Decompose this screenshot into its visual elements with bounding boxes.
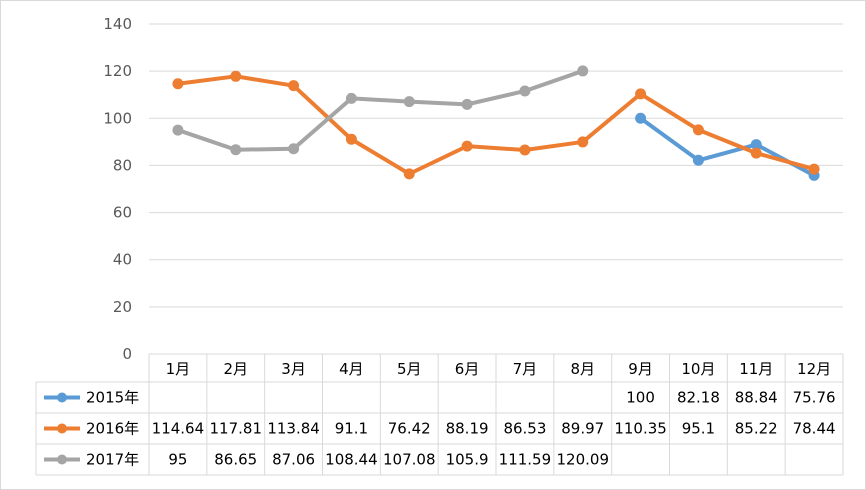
- data-point: [403, 168, 415, 180]
- x-tick-label: 4月: [339, 360, 364, 378]
- x-tick-label: 2月: [223, 360, 248, 378]
- data-point: [577, 136, 589, 148]
- data-table-value: 78.44: [793, 420, 836, 438]
- y-tick-label: 80: [113, 156, 132, 174]
- y-tick-label: 100: [103, 109, 132, 127]
- x-tick-label: 6月: [455, 360, 480, 378]
- data-table-value: 87.06: [272, 451, 315, 469]
- data-table-value: 120.09: [557, 451, 610, 469]
- data-table-value: 75.76: [793, 389, 836, 407]
- data-table-value: 86.65: [214, 451, 257, 469]
- data-table-value: 111.59: [499, 451, 552, 469]
- data-point: [288, 80, 300, 92]
- data-point: [635, 88, 647, 100]
- data-table-value: 95: [168, 451, 187, 469]
- series-line: [638, 116, 817, 178]
- data-point: [692, 124, 704, 136]
- data-point: [345, 92, 357, 104]
- data-table-value: 82.18: [677, 389, 720, 407]
- data-table-value: 110.35: [614, 420, 667, 438]
- x-tick-label: 1月: [166, 360, 191, 378]
- data-table-value: 88.19: [446, 420, 489, 438]
- data-point: [288, 143, 300, 155]
- data-table-value: 76.42: [388, 420, 431, 438]
- data-table-value: 100: [626, 389, 655, 407]
- y-tick-label: 60: [113, 204, 132, 222]
- legend-marker: [57, 392, 67, 403]
- data-table-value: 86.53: [503, 420, 546, 438]
- data-point: [692, 154, 704, 166]
- data-point: [230, 144, 242, 156]
- legend-marker: [57, 423, 67, 434]
- data-table-value: 114.64: [152, 420, 205, 438]
- series-line: [175, 74, 817, 176]
- x-tick-label: 7月: [513, 360, 538, 378]
- data-point: [403, 96, 415, 108]
- data-table-value: 95.1: [682, 420, 715, 438]
- data-point: [345, 133, 357, 145]
- series-line: [175, 68, 585, 152]
- x-tick-label: 5月: [397, 360, 422, 378]
- data-table-value: 89.97: [561, 420, 604, 438]
- y-tick-label: 0: [122, 345, 132, 363]
- data-point: [172, 78, 184, 90]
- x-tick-label: 3月: [281, 360, 306, 378]
- data-point: [577, 65, 589, 77]
- y-tick-label: 40: [113, 251, 132, 269]
- legend-marker: [57, 454, 67, 465]
- data-table-value: 113.84: [267, 420, 320, 438]
- x-tick-label: 10月: [681, 360, 715, 378]
- legend-label: 2016年: [86, 420, 139, 438]
- legend-label: 2017年: [86, 451, 139, 469]
- x-tick-label: 9月: [628, 360, 653, 378]
- y-tick-label: 120: [103, 62, 132, 80]
- x-tick-label: 11月: [739, 360, 773, 378]
- data-point: [519, 144, 531, 156]
- data-table-value: 88.84: [735, 389, 778, 407]
- legend-label: 2015年: [86, 389, 139, 407]
- data-table-value: 117.81: [210, 420, 263, 438]
- data-point: [750, 147, 762, 159]
- data-point: [635, 112, 647, 124]
- y-tick-label: 140: [103, 15, 132, 33]
- data-table-value: 107.08: [383, 451, 436, 469]
- data-point: [461, 140, 473, 152]
- data-table-value: 105.9: [446, 451, 489, 469]
- data-point: [750, 139, 762, 151]
- y-tick-label: 20: [113, 298, 132, 316]
- x-tick-label: 12月: [797, 360, 831, 378]
- x-tick-label: 8月: [570, 360, 595, 378]
- data-table-value: 108.44: [325, 451, 378, 469]
- data-point: [230, 70, 242, 82]
- data-table-value: 91.1: [335, 420, 368, 438]
- data-point: [808, 163, 820, 175]
- data-point: [461, 98, 473, 110]
- data-point: [519, 85, 531, 97]
- data-point: [172, 124, 184, 136]
- data-table-value: 85.22: [735, 420, 778, 438]
